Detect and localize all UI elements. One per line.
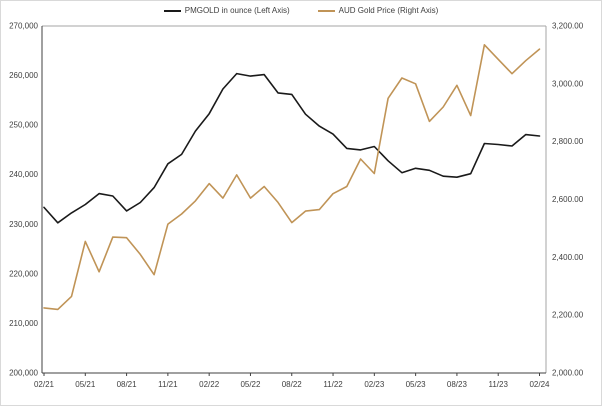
x-axis-tick-label: 11/21 bbox=[158, 380, 178, 389]
legend-label-pmgold: PMGOLD in ounce (Left Axis) bbox=[184, 6, 290, 15]
left-axis-tick-label: 270,000 bbox=[9, 22, 38, 31]
left-axis-tick-label: 210,000 bbox=[9, 319, 38, 328]
x-axis-tick-label: 05/23 bbox=[406, 380, 427, 389]
left-axis-tick-label: 250,000 bbox=[9, 121, 38, 130]
x-axis-tick-label: 02/23 bbox=[364, 380, 385, 389]
right-axis-tick-label: 2,800.00 bbox=[552, 137, 584, 146]
right-axis-tick-label: 2,200.00 bbox=[552, 311, 584, 320]
x-axis-tick-label: 05/21 bbox=[75, 380, 96, 389]
x-axis-tick-label: 08/23 bbox=[447, 380, 468, 389]
legend-label-aud-gold: AUD Gold Price (Right Axis) bbox=[338, 6, 439, 15]
x-axis-tick-label: 05/22 bbox=[240, 380, 261, 389]
right-axis-tick-label: 2,400.00 bbox=[552, 253, 584, 262]
left-axis-tick-label: 220,000 bbox=[9, 269, 38, 278]
aud-gold-price-line bbox=[43, 43, 541, 311]
legend: PMGOLD in ounce (Left Axis) AUD Gold Pri… bbox=[1, 6, 601, 16]
x-axis-tick-label: 11/23 bbox=[488, 380, 508, 389]
left-axis-tick-label: 230,000 bbox=[9, 220, 38, 229]
pmgold-line-swatch-icon bbox=[163, 10, 181, 12]
left-axis-tick-label: 240,000 bbox=[9, 170, 38, 179]
right-axis-tick-label: 2,600.00 bbox=[552, 195, 584, 204]
right-axis-tick-label: 3,000.00 bbox=[552, 79, 584, 88]
x-axis-tick-label: 08/22 bbox=[282, 380, 303, 389]
x-axis-tick-label: 08/21 bbox=[117, 380, 138, 389]
pmgold-line bbox=[43, 72, 541, 224]
x-axis-tick-label: 02/22 bbox=[199, 380, 220, 389]
legend-item-pmgold: PMGOLD in ounce (Left Axis) bbox=[163, 6, 290, 16]
left-axis-tick-label: 200,000 bbox=[9, 369, 38, 378]
right-axis-tick-label: 3,200.00 bbox=[552, 22, 584, 31]
legend-item-aud-gold: AUD Gold Price (Right Axis) bbox=[317, 6, 439, 16]
right-axis-tick-label: 2,000.00 bbox=[552, 369, 584, 378]
x-axis-tick-label: 02/21 bbox=[34, 380, 55, 389]
left-axis-tick-label: 260,000 bbox=[9, 71, 38, 80]
x-axis-tick-label: 11/22 bbox=[323, 380, 343, 389]
aud-gold-line-swatch-icon bbox=[317, 10, 335, 12]
x-axis-tick-label: 02/24 bbox=[529, 380, 550, 389]
